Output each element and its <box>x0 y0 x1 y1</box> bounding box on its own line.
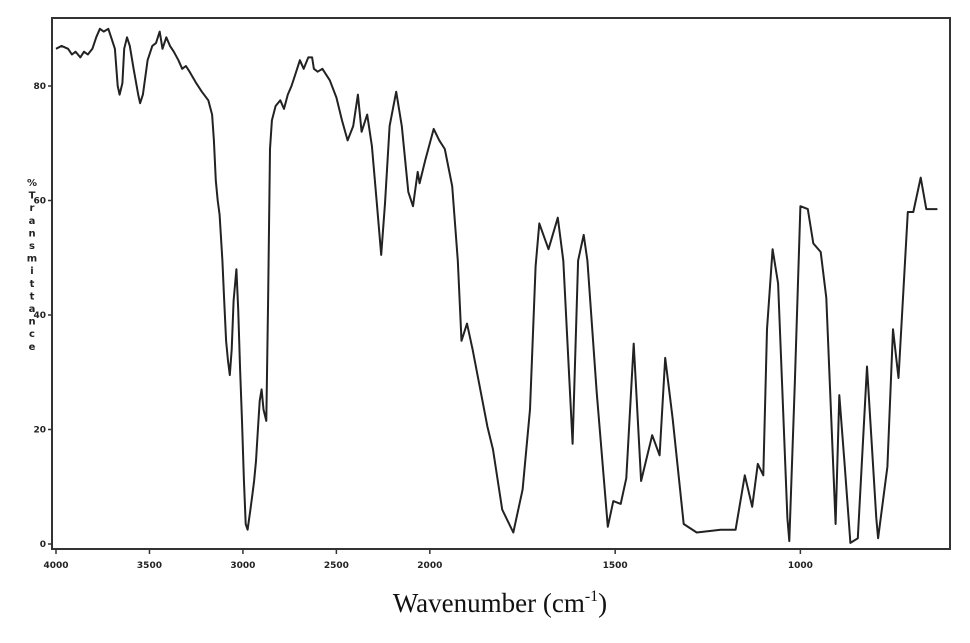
y-axis: 0 20 40 60 80 <box>33 82 53 550</box>
y-axis-label-letter: m <box>27 254 37 265</box>
y-axis-label-letter: a <box>29 304 36 315</box>
x-tick-label: 3500 <box>137 561 162 571</box>
y-axis-label-letter: n <box>28 228 35 239</box>
y-axis-label-letter: a <box>29 216 36 227</box>
x-axis-title: Wavenumber (cm-1) <box>393 588 607 618</box>
y-axis-label-letter: i <box>30 266 33 277</box>
y-axis-label-letter: T <box>29 191 36 202</box>
spectrum-line <box>55 27 938 544</box>
y-tick-label: 0 <box>40 540 46 550</box>
y-axis-label-letter: t <box>30 279 35 290</box>
y-axis-label-letter: t <box>30 291 35 302</box>
y-tick-label: 80 <box>33 82 46 92</box>
x-tick-label: 2000 <box>417 561 442 571</box>
plot-frame <box>51 17 951 550</box>
x-tick-label: 4000 <box>43 561 68 571</box>
x-tick-label: 2500 <box>324 561 349 571</box>
y-tick-label: 40 <box>33 311 46 321</box>
y-axis-label-letter: c <box>29 329 35 340</box>
x-tick-label: 1000 <box>788 561 813 571</box>
y-axis-label-letter: % <box>27 178 37 189</box>
y-axis-label-letter: s <box>29 241 35 252</box>
y-tick-label: 20 <box>33 426 46 436</box>
y-axis-label-letter: r <box>30 203 35 214</box>
x-axis: 4000 3500 3000 2500 2000 1500 1000 <box>43 549 813 571</box>
y-axis-label-letter: n <box>28 317 35 328</box>
x-tick-label: 1500 <box>603 561 628 571</box>
y-axis-label-letter: e <box>29 342 36 353</box>
x-tick-label: 3000 <box>230 561 255 571</box>
y-tick-label: 60 <box>33 197 46 207</box>
